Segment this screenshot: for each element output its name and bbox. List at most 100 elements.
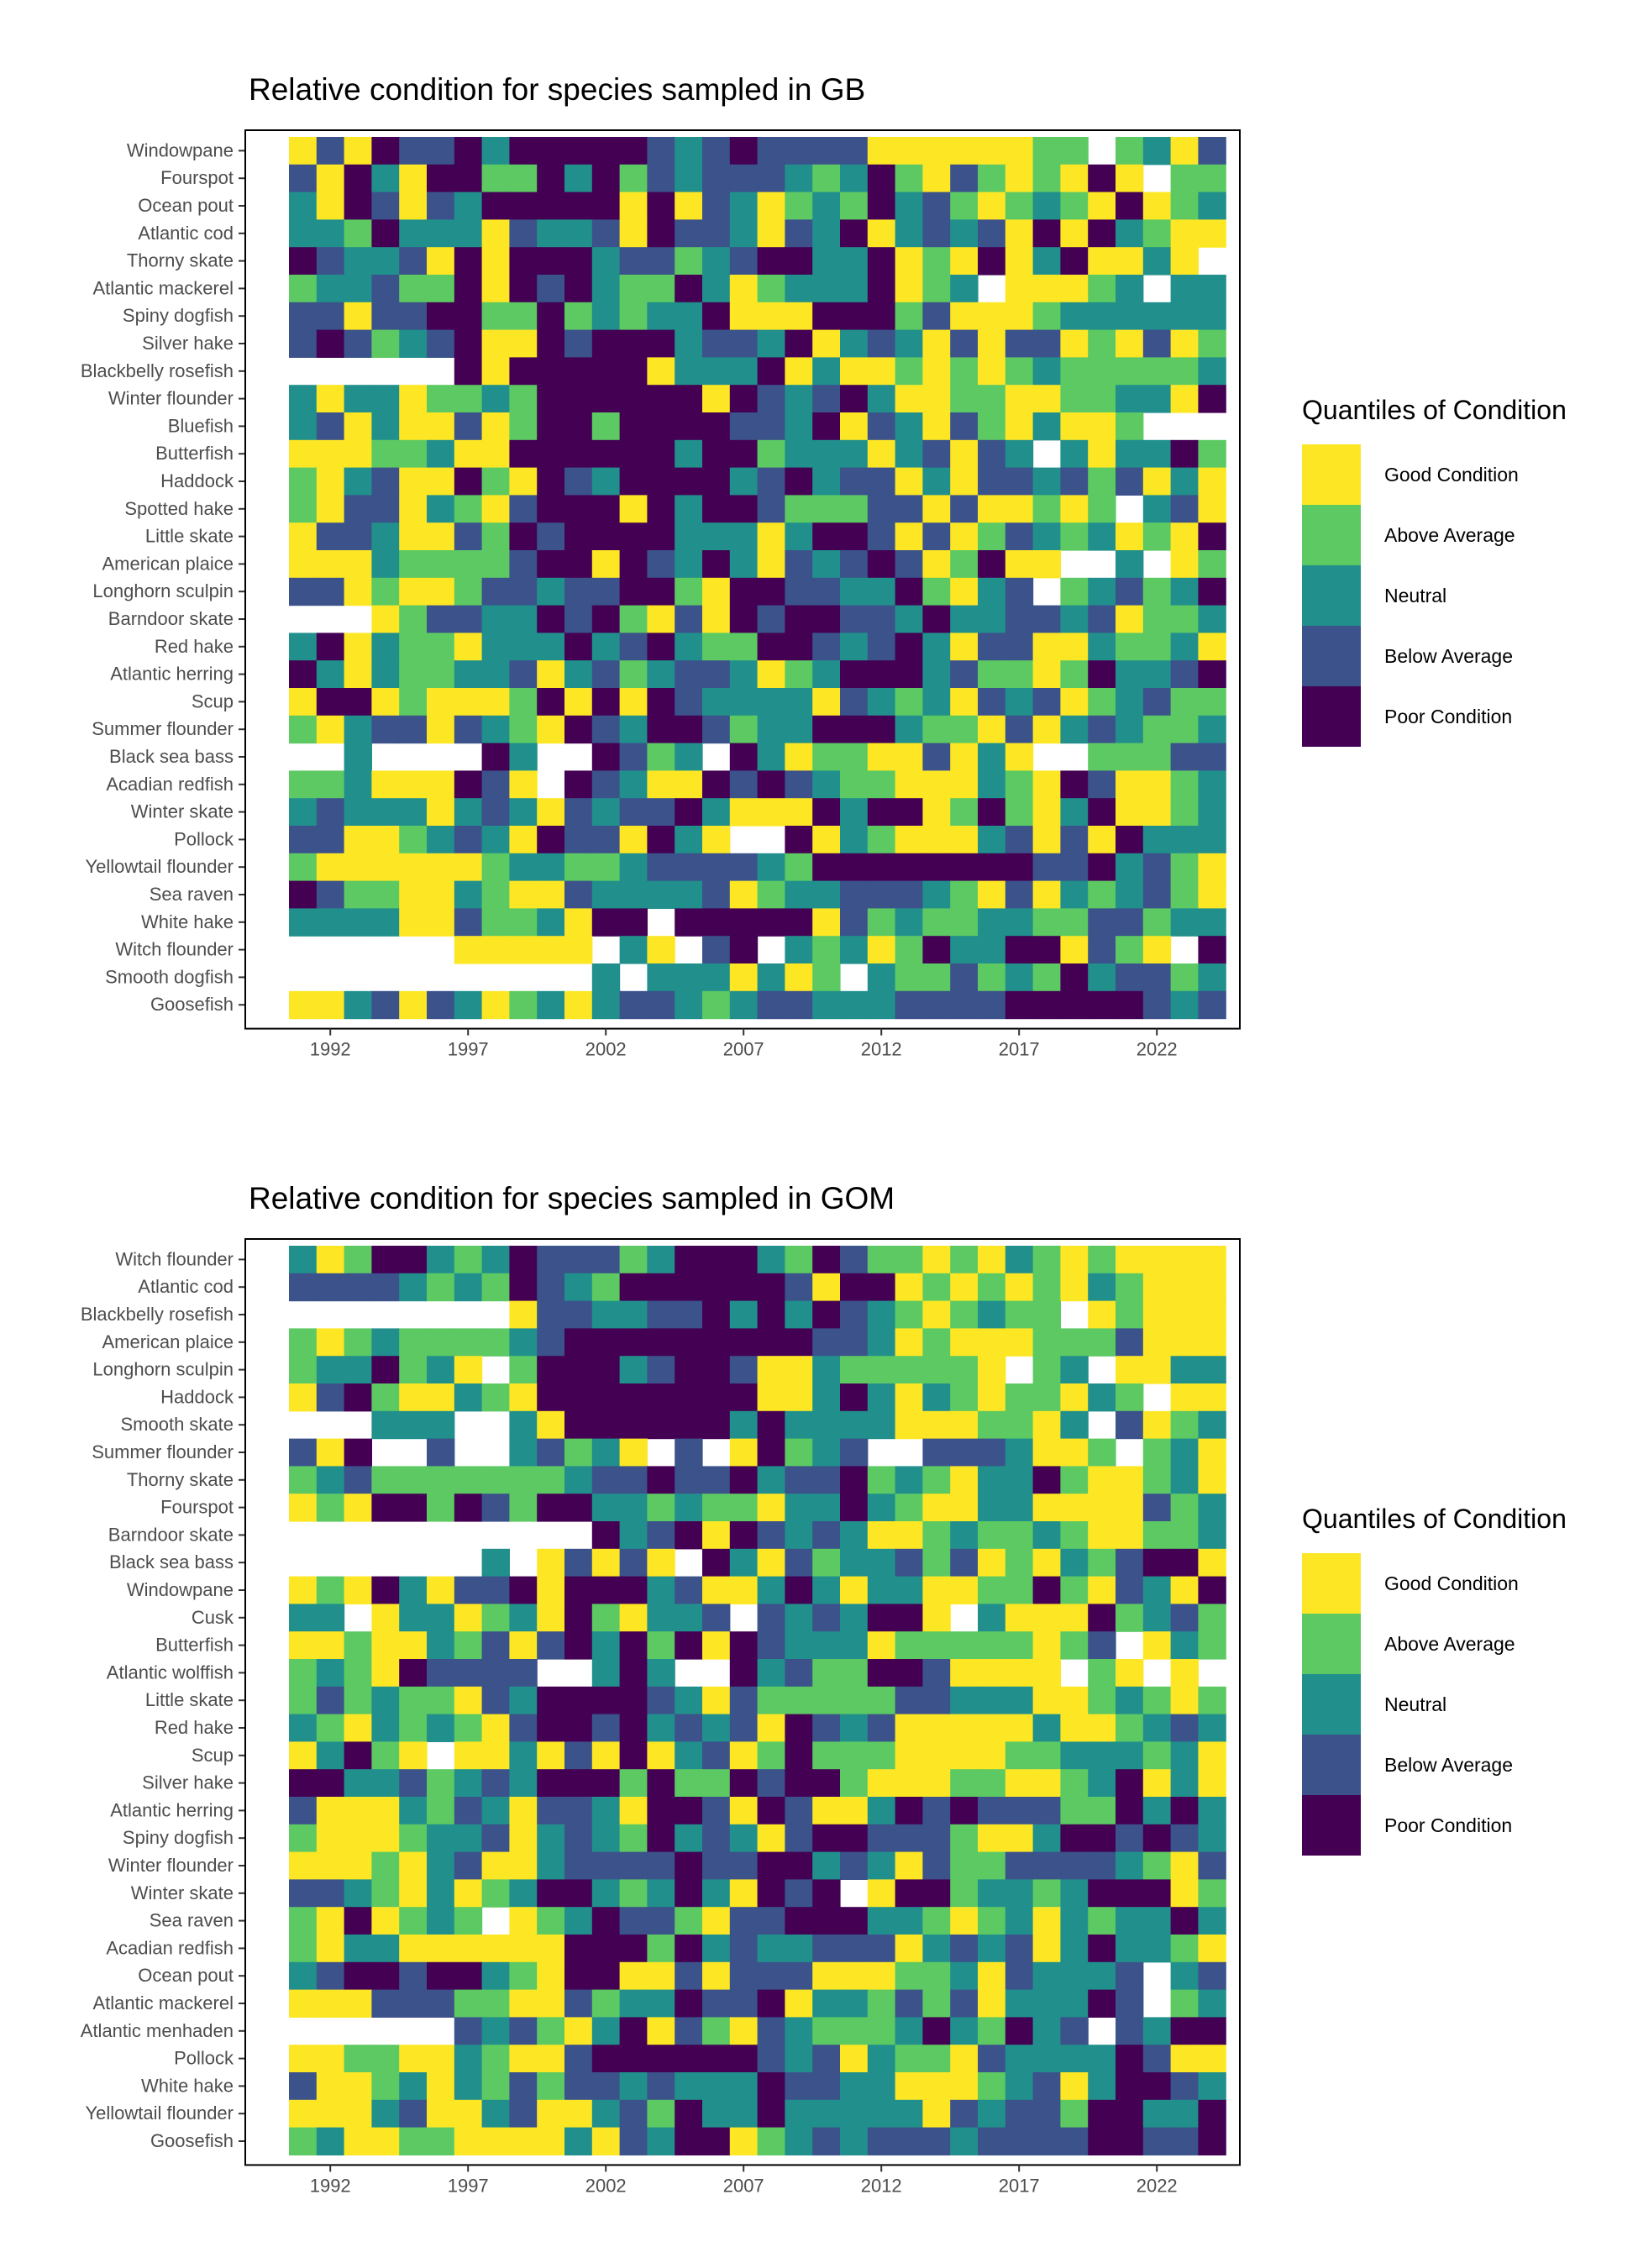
heatmap-cell xyxy=(1170,302,1199,331)
legend-item-good: Good Condition xyxy=(1302,444,1567,505)
heatmap-cell xyxy=(840,1548,869,1578)
heatmap-cell xyxy=(950,577,979,606)
heatmap-cell xyxy=(1142,1824,1172,1853)
heatmap-cell xyxy=(289,164,318,193)
heatmap-cell xyxy=(537,302,565,331)
heatmap-cell xyxy=(619,275,648,303)
heatmap-cell xyxy=(922,192,951,220)
heatmap-cell xyxy=(1116,880,1144,909)
heatmap-cell xyxy=(978,357,1006,386)
heatmap-cell xyxy=(619,1879,648,1908)
heatmap-cell xyxy=(757,1989,785,2018)
heatmap-cell xyxy=(1142,990,1172,1020)
heatmap-cell xyxy=(454,1961,483,1991)
heatmap-cell xyxy=(675,1521,703,1550)
heatmap-cell xyxy=(289,1383,318,1412)
heatmap-cell xyxy=(371,1383,400,1412)
heatmap-cell xyxy=(1005,798,1034,827)
heatmap-cell xyxy=(1005,2045,1034,2073)
heatmap-cell xyxy=(1088,385,1116,413)
legend-label: Below Average xyxy=(1384,644,1514,667)
heatmap-cell xyxy=(812,633,841,661)
heatmap-cell xyxy=(1198,715,1226,744)
heatmap-cell xyxy=(922,1328,951,1357)
heatmap-cell xyxy=(1088,1548,1116,1578)
heatmap-cell xyxy=(647,1548,675,1578)
heatmap-cell xyxy=(702,963,731,992)
heatmap-cell xyxy=(1116,963,1144,992)
heatmap-cell xyxy=(399,1576,428,1604)
heatmap-cell xyxy=(950,1769,979,1798)
heatmap-cell xyxy=(950,1935,979,1963)
heatmap-cell xyxy=(399,633,428,661)
heatmap-cell xyxy=(1032,1686,1061,1715)
heatmap-cell xyxy=(895,1356,923,1384)
heatmap-cell xyxy=(729,880,759,909)
heatmap-cell xyxy=(895,936,923,964)
heatmap-cell xyxy=(316,1438,345,1467)
heatmap-cell xyxy=(785,577,813,606)
heatmap-cell xyxy=(812,1466,841,1494)
heatmap-cell xyxy=(950,1631,979,1660)
heatmap-cell xyxy=(1198,1604,1226,1632)
y-tick-label: White hake xyxy=(141,911,234,932)
heatmap-cell xyxy=(564,1273,593,1302)
heatmap-cell xyxy=(785,1604,813,1632)
heatmap-cell xyxy=(619,1769,648,1798)
heatmap-cell xyxy=(1116,1907,1144,1935)
x-tick-label: 1992 xyxy=(310,1039,351,1060)
heatmap-cell xyxy=(619,660,648,689)
heatmap-cell xyxy=(922,1300,951,1329)
heatmap-cell xyxy=(757,550,785,579)
heatmap-cell xyxy=(785,936,813,964)
heatmap-cell xyxy=(1005,164,1034,193)
heatmap-cell xyxy=(1005,1438,1034,1467)
heatmap-cell xyxy=(316,826,345,854)
heatmap-cell xyxy=(647,853,675,882)
heatmap-cell xyxy=(812,1273,841,1302)
heatmap-cell xyxy=(1032,1907,1061,1935)
heatmap-cell xyxy=(399,1907,428,1935)
heatmap-cell xyxy=(591,247,621,276)
heatmap-cell xyxy=(591,1410,621,1440)
heatmap-cell xyxy=(289,247,318,276)
heatmap-cell xyxy=(1170,715,1199,744)
heatmap-cell xyxy=(757,439,785,469)
heatmap-cell xyxy=(895,1989,923,2018)
heatmap-cell xyxy=(922,1576,951,1604)
heatmap-cell xyxy=(1116,275,1144,303)
heatmap-cell xyxy=(978,990,1006,1020)
heatmap-cell xyxy=(1088,770,1116,799)
heatmap-cell xyxy=(591,302,621,331)
heatmap-cell xyxy=(675,1989,703,2018)
heatmap-cell xyxy=(812,936,841,964)
heatmap-cell xyxy=(481,1604,510,1632)
heatmap-cell xyxy=(399,1466,428,1494)
heatmap-cell xyxy=(1142,1907,1172,1935)
heatmap-cell xyxy=(812,137,841,165)
heatmap-cell xyxy=(509,1935,538,1963)
heatmap-cell xyxy=(647,1356,675,1384)
heatmap-cell xyxy=(564,660,593,689)
heatmap-cell xyxy=(1088,164,1116,193)
heatmap-cell xyxy=(675,770,703,799)
heatmap-cell xyxy=(1032,1328,1061,1357)
heatmap-cell xyxy=(812,1576,841,1604)
heatmap-cell xyxy=(1005,1300,1034,1329)
heatmap-cell xyxy=(895,688,923,717)
heatmap-cell xyxy=(1088,2099,1116,2129)
heatmap-cell xyxy=(785,164,813,193)
heatmap-cell xyxy=(1005,439,1034,469)
heatmap-cell xyxy=(647,522,675,551)
heatmap-cell xyxy=(454,880,483,909)
heatmap-cell xyxy=(564,357,593,386)
heatmap-cell xyxy=(675,522,703,551)
heatmap-cell xyxy=(316,770,345,799)
heatmap-cell xyxy=(1060,495,1089,523)
heatmap-cell xyxy=(1088,1714,1116,1742)
heatmap-cell xyxy=(950,880,979,909)
heatmap-cell xyxy=(1005,660,1034,689)
heatmap-cell xyxy=(509,1797,538,1825)
heatmap-cell xyxy=(619,853,648,882)
heatmap-cell xyxy=(922,1769,951,1798)
